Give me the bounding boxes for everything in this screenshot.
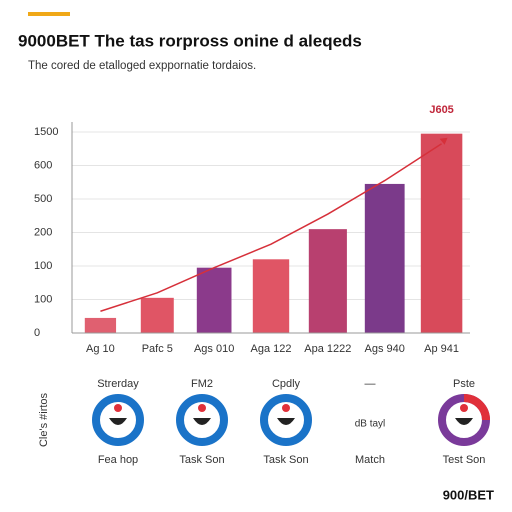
y-tick-label: 600 bbox=[34, 159, 52, 171]
item-middle: dB tayl bbox=[355, 419, 386, 430]
chart-subtitle: The cored de etalloged exppornatie torda… bbox=[28, 60, 256, 72]
icon-dot bbox=[460, 404, 468, 412]
footer: 900/BET bbox=[443, 487, 494, 502]
item-top: FM2 bbox=[191, 378, 213, 390]
item-bottom: Match bbox=[355, 454, 385, 466]
icon-ring bbox=[176, 394, 228, 446]
bar bbox=[364, 183, 405, 333]
icon-face bbox=[277, 418, 295, 425]
icon-dot bbox=[114, 404, 122, 412]
y-tick-label: 500 bbox=[34, 193, 52, 205]
y-tick-label: 100 bbox=[34, 260, 52, 272]
icon-dot bbox=[282, 404, 290, 412]
bar bbox=[420, 133, 463, 333]
icon-face bbox=[193, 418, 211, 425]
x-tick-label: Ags 940 bbox=[365, 343, 405, 355]
y-tick-label: 100 bbox=[34, 293, 52, 305]
bar bbox=[196, 267, 232, 333]
item-bottom: Fea hop bbox=[98, 454, 138, 466]
side-label: Cle's #irtos bbox=[38, 392, 50, 447]
x-tick-label: Apa 1222 bbox=[304, 343, 351, 355]
y-tick-label: 200 bbox=[34, 226, 52, 238]
y-tick-label: 0 bbox=[34, 327, 40, 339]
accent-bar bbox=[28, 12, 70, 16]
item-bottom: Test Son bbox=[443, 454, 486, 466]
icon-ring bbox=[92, 394, 144, 446]
x-tick-label: Ag 10 bbox=[86, 343, 115, 355]
bar bbox=[252, 259, 290, 333]
icon-dot bbox=[198, 404, 206, 412]
x-tick-label: Ap 941 bbox=[424, 343, 459, 355]
chart-title: 9000BET The tas rorpross onine d aleqeds bbox=[18, 31, 362, 50]
arrow-head bbox=[439, 137, 448, 145]
icon-ring bbox=[260, 394, 312, 446]
item-top: Pste bbox=[453, 378, 475, 390]
item-top: Cpdly bbox=[272, 378, 301, 390]
y-tick-label: 1500 bbox=[34, 126, 58, 138]
item-bottom: Task Son bbox=[179, 454, 224, 466]
bar bbox=[140, 297, 174, 333]
x-tick-label: Pafc 5 bbox=[142, 343, 173, 355]
bar bbox=[308, 229, 347, 333]
icon-ring-red bbox=[463, 394, 490, 421]
annotation: J605 bbox=[429, 104, 453, 116]
icon-face bbox=[109, 418, 127, 425]
item-bottom: Task Son bbox=[263, 454, 308, 466]
icon-face bbox=[455, 418, 473, 425]
item-top: — bbox=[365, 378, 376, 390]
x-tick-label: Ags 010 bbox=[194, 343, 234, 355]
trend-line bbox=[100, 143, 442, 312]
item-top: Strerday bbox=[97, 378, 139, 390]
x-tick-label: Aga 122 bbox=[251, 343, 292, 355]
bar bbox=[84, 317, 117, 333]
